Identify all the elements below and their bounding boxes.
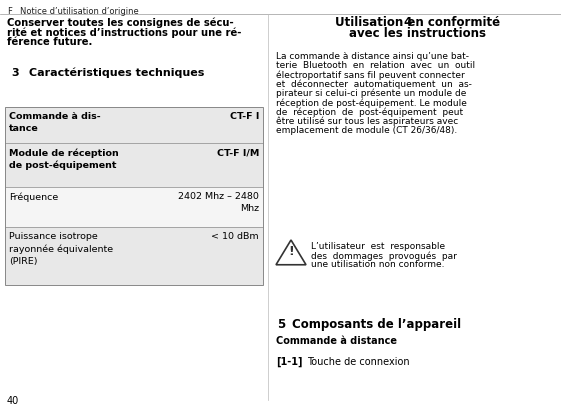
Text: < 10 dBm: < 10 dBm: [211, 232, 259, 241]
Text: Utilisation en conformité: Utilisation en conformité: [335, 16, 500, 29]
Text: 4: 4: [404, 16, 412, 29]
Text: Module de réception
de post-équipement: Module de réception de post-équipement: [9, 148, 119, 171]
Text: [1-1]: [1-1]: [276, 357, 302, 367]
Text: 3: 3: [11, 68, 19, 78]
Text: une utilisation non conforme.: une utilisation non conforme.: [311, 261, 444, 269]
Text: CT-F I/M: CT-F I/M: [217, 148, 259, 157]
Text: CT-F I: CT-F I: [229, 112, 259, 121]
Text: férence future.: férence future.: [7, 37, 93, 47]
Text: et  déconnecter  automatiquement  un  as-: et déconnecter automatiquement un as-: [276, 80, 472, 89]
Bar: [5, 107, 263, 285]
Text: pirateur si celui-ci présente un module de: pirateur si celui-ci présente un module …: [276, 89, 466, 98]
Text: 5: 5: [277, 318, 285, 331]
Text: !: !: [288, 245, 294, 258]
Text: emplacement de module (CT 26/36/48).: emplacement de module (CT 26/36/48).: [276, 126, 457, 134]
Bar: [5, 227, 263, 285]
Text: de  réception  de  post-équipement  peut: de réception de post-équipement peut: [276, 107, 463, 117]
Text: Commande à distance: Commande à distance: [276, 336, 397, 346]
Text: 2402 Mhz – 2480
Mhz: 2402 Mhz – 2480 Mhz: [178, 192, 259, 213]
Text: être utilisé sur tous les aspirateurs avec: être utilisé sur tous les aspirateurs av…: [276, 116, 458, 126]
Text: Caractéristiques techniques: Caractéristiques techniques: [29, 68, 204, 79]
Text: Fréquence: Fréquence: [9, 192, 58, 201]
Text: La commande à distance ainsi qu’une bat-: La commande à distance ainsi qu’une bat-: [276, 52, 469, 61]
Bar: [5, 143, 263, 187]
Text: Commande à dis-
tance: Commande à dis- tance: [9, 112, 100, 133]
Bar: [5, 107, 263, 143]
Bar: [5, 187, 263, 227]
Text: rité et notices d’instructions pour une ré-: rité et notices d’instructions pour une …: [7, 28, 241, 38]
Text: réception de post-équipement. Le module: réception de post-équipement. Le module: [276, 98, 467, 108]
Text: Conserver toutes les consignes de sécu-: Conserver toutes les consignes de sécu-: [7, 18, 233, 28]
Text: Touche de connexion: Touche de connexion: [307, 357, 410, 367]
Text: Puissance isotrope
rayonnée équivalente
(PIRE): Puissance isotrope rayonnée équivalente …: [9, 232, 113, 266]
Text: Notice d’utilisation d’origine: Notice d’utilisation d’origine: [20, 7, 139, 16]
Text: terie  Bluetooth  en  relation  avec  un  outil: terie Bluetooth en relation avec un outi…: [276, 61, 475, 70]
Text: Composants de l’appareil: Composants de l’appareil: [292, 318, 461, 331]
Text: électroportatif sans fil peuvent connecter: électroportatif sans fil peuvent connect…: [276, 70, 465, 80]
Text: L’utilisateur  est  responsable: L’utilisateur est responsable: [311, 242, 445, 251]
Text: 40: 40: [7, 396, 19, 406]
Text: des  dommages  provoqués  par: des dommages provoqués par: [311, 251, 457, 261]
Text: F: F: [7, 7, 12, 16]
Text: avec les instructions: avec les instructions: [350, 27, 486, 40]
